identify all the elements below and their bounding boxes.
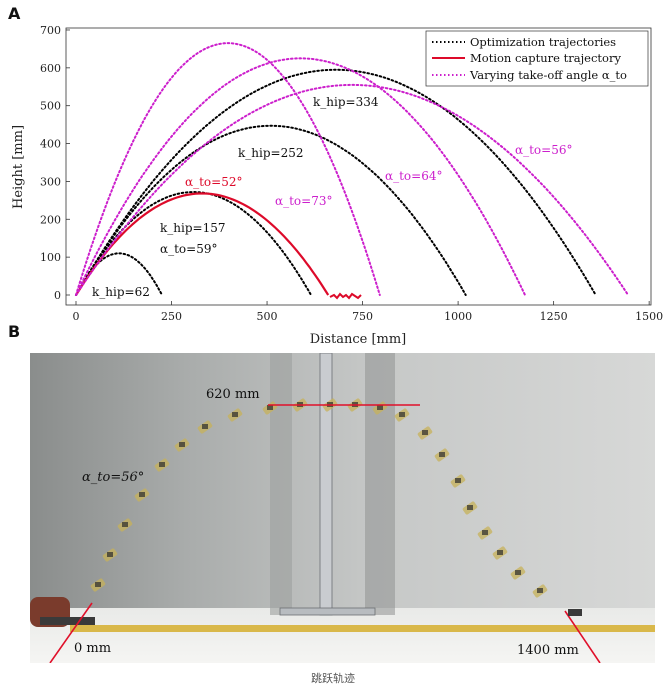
- annotation-khip-157: k_hip=157: [160, 221, 225, 235]
- end-distance-label: 1400 mm: [517, 643, 579, 658]
- robot-blur-body: [455, 478, 461, 483]
- legend-box: [425, 30, 649, 87]
- x-axis-ticks: 0 250 500 750 1000 1250 1500: [73, 301, 663, 323]
- robot-blur-body: [482, 530, 488, 535]
- robot-blur-body: [497, 550, 503, 555]
- robot-blur-body: [467, 505, 473, 510]
- y-axis-ticks: 0 100 200 300 400 500 600 700: [40, 24, 70, 302]
- trajectory-optimization: [75, 124, 467, 296]
- annotation-alpha-52: α_to=52°: [185, 175, 242, 189]
- x-tick-label: 1250: [540, 310, 568, 323]
- annotation-alpha-56: α_to=56°: [515, 143, 572, 157]
- robot-blur-body: [95, 582, 101, 587]
- jump-photo: 620 mm α_to=56° 0 mm 1400 mm: [30, 353, 655, 663]
- robot-blur-body: [122, 522, 128, 527]
- robot-blur-body: [139, 492, 145, 497]
- y-tick-label: 600: [40, 62, 61, 75]
- start-distance-label: 0 mm: [74, 641, 112, 656]
- legend-label-motion-capture: Motion capture trajectory: [470, 51, 621, 65]
- panel-a-label: A: [8, 4, 21, 23]
- legend-label-optimization: Optimization trajectories: [470, 35, 616, 49]
- trajectory-chart: 0 250 500 750 1000 1250 1500 0 100 200 300 400 500 6…: [11, 24, 663, 347]
- robot-blur-body: [377, 405, 383, 410]
- take-off-angle-label: α_to=56°: [82, 470, 145, 485]
- apex-height-label: 620 mm: [206, 387, 260, 402]
- x-tick-label: 750: [352, 310, 373, 323]
- wall-shadow-stripe: [270, 353, 292, 615]
- x-tick-label: 500: [257, 310, 278, 323]
- floor: [30, 608, 655, 663]
- wall-background: [30, 353, 655, 621]
- figure-caption: 跳跃轨迹: [311, 672, 355, 685]
- robot-blur-body: [515, 570, 521, 575]
- y-tick-label: 200: [40, 213, 61, 226]
- robot-blur-body: [202, 424, 208, 429]
- robot-blur-body: [422, 430, 428, 435]
- y-axis-label: Height [mm]: [11, 125, 26, 209]
- y-tick-label: 700: [40, 24, 61, 37]
- trajectory-optimization: [75, 68, 597, 296]
- measuring-pole: [319, 353, 333, 616]
- trajectory-curves: [75, 42, 630, 296]
- motion-capture-landing-noise: [329, 292, 362, 300]
- trajectory-take_off_angle: [75, 83, 630, 296]
- x-axis-label: Distance [mm]: [310, 332, 407, 347]
- robot-blur-body: [232, 412, 238, 417]
- y-tick-label: 100: [40, 251, 61, 264]
- annotation-khip-334: k_hip=334: [313, 95, 379, 109]
- x-tick-label: 0: [73, 310, 80, 323]
- y-tick-label: 300: [40, 175, 61, 188]
- annotation-khip-62: k_hip=62: [92, 285, 150, 299]
- pole-base: [279, 607, 376, 616]
- annotation-khip-252: k_hip=252: [238, 146, 303, 160]
- trajectory-motion_capture: [75, 192, 330, 296]
- x-tick-label: 250: [161, 310, 182, 323]
- end-mark-line: [564, 610, 601, 663]
- robot-blur-body: [159, 462, 165, 467]
- trajectory-take_off_angle: [75, 57, 526, 296]
- jump-photo-scene: [30, 353, 655, 663]
- annotation-alpha-59: α_to=59°: [160, 242, 217, 256]
- tape-measure: [70, 625, 655, 632]
- launch-pad: [40, 617, 95, 625]
- start-mark-line: [49, 602, 93, 663]
- legend-label-take-off-angle: Varying take-off angle α_to: [469, 68, 627, 82]
- robot-blur-body: [107, 552, 113, 557]
- x-tick-label: 1000: [444, 310, 472, 323]
- robot-motion-blurs: [90, 398, 548, 598]
- robot-blur-body: [537, 588, 543, 593]
- trajectory-take_off_angle: [75, 42, 381, 296]
- robot-blur-body: [267, 405, 273, 410]
- robot-blur-body: [399, 412, 405, 417]
- annotation-alpha-73: α_to=73°: [275, 194, 332, 208]
- wall-shadow-stripe: [365, 353, 395, 615]
- robot-blur-body: [439, 452, 445, 457]
- y-tick-label: 500: [40, 100, 61, 113]
- annotation-alpha-64: α_to=64°: [385, 169, 442, 183]
- x-tick-label: 1500: [635, 310, 663, 323]
- plot-frame: [65, 27, 652, 306]
- legend: Optimization trajectories Motion capture…: [425, 30, 649, 87]
- robot-landing: [568, 609, 582, 616]
- trajectory-optimization: [75, 190, 312, 296]
- y-tick-label: 400: [40, 138, 61, 151]
- panel-b-label: B: [8, 322, 21, 341]
- robot-blur-body: [179, 442, 185, 447]
- y-tick-label: 0: [54, 289, 61, 302]
